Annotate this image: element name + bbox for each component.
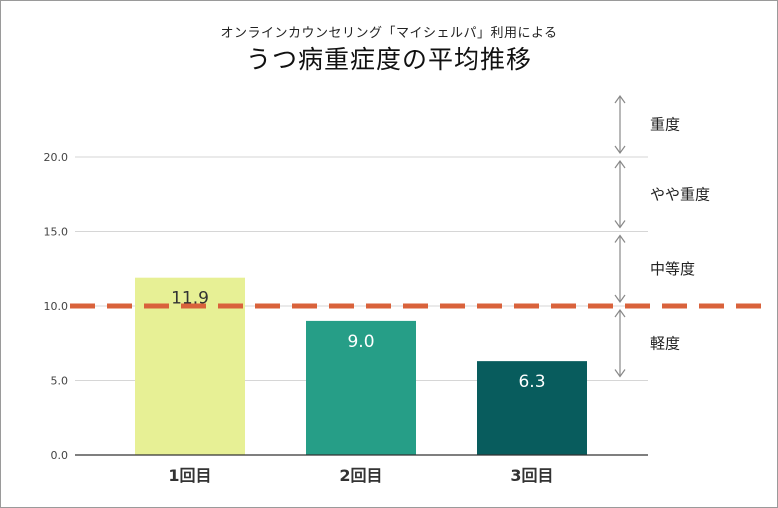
- y-tick-label: 20.0: [44, 151, 69, 164]
- chart-title: うつ病重症度の平均推移: [245, 45, 532, 74]
- y-tick-label: 15.0: [44, 226, 69, 239]
- chart-subtitle: オンラインカウンセリング「マイシェルパ」利用による: [220, 26, 558, 41]
- y-tick-label: 5.0: [51, 375, 69, 388]
- x-category-label: 1回目: [168, 466, 211, 485]
- y-tick-label: 10.0: [44, 300, 69, 313]
- data-label: 6.3: [518, 372, 545, 392]
- band-arrow: [614, 94, 626, 155]
- severity-band-label: 中等度: [650, 260, 695, 278]
- severity-band-label: 重度: [650, 116, 680, 134]
- severity-band-label: やや重度: [650, 185, 710, 203]
- band-arrow: [614, 234, 626, 304]
- bar: [477, 361, 587, 455]
- y-tick-label: 0.0: [51, 449, 69, 462]
- severity-band-label: 軽度: [650, 334, 680, 352]
- x-category-label: 3回目: [510, 466, 553, 485]
- band-arrow: [614, 308, 626, 378]
- x-category-label: 2回目: [339, 466, 382, 485]
- band-arrow: [614, 159, 626, 229]
- bar: [306, 320, 416, 455]
- data-label: 9.0: [347, 332, 374, 352]
